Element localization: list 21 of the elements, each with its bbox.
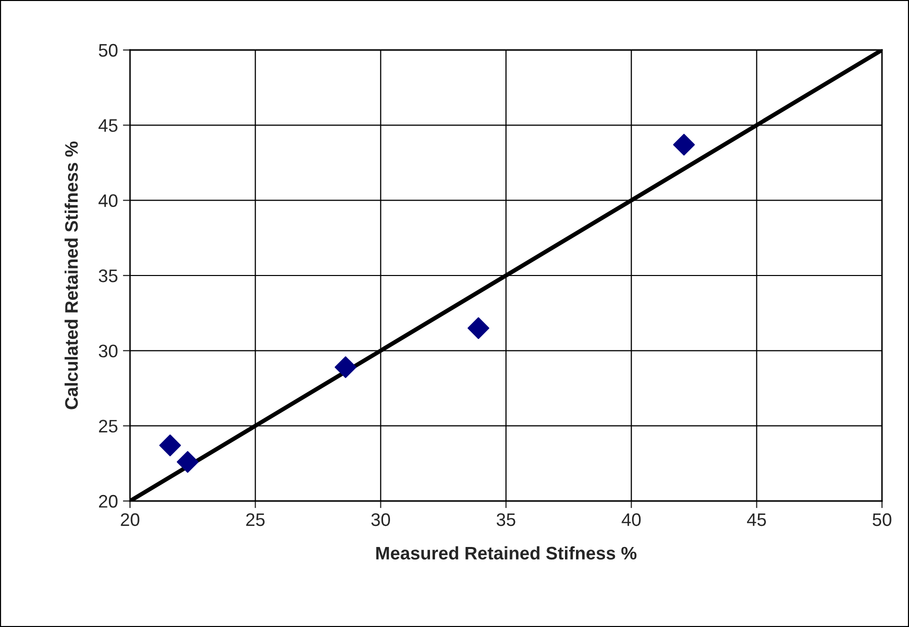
y-tick-label: 40 bbox=[98, 194, 118, 208]
y-axis-title: Calculated Retained Stifness % bbox=[64, 142, 78, 410]
point bbox=[334, 356, 356, 378]
point bbox=[159, 434, 181, 456]
point bbox=[176, 451, 199, 473]
y-tick-label: 25 bbox=[99, 420, 118, 433]
x-tick-label: 45 bbox=[747, 513, 766, 526]
x-axis-title: Measured Retained Stifness % bbox=[376, 546, 636, 560]
x-tick-label: 35 bbox=[496, 513, 516, 526]
x-tick-label: 40 bbox=[622, 513, 641, 526]
x-tick-label: 30 bbox=[371, 513, 390, 526]
y-tick-label: 50 bbox=[98, 44, 118, 57]
y-tick-label: 30 bbox=[98, 344, 118, 358]
x-tick-label: 50 bbox=[872, 513, 892, 526]
y-tick-label: 20 bbox=[99, 494, 118, 508]
x-tick-label: 25 bbox=[246, 513, 265, 526]
y-tick-label: 35 bbox=[98, 269, 118, 282]
point bbox=[468, 317, 490, 339]
x-tick-label: 20 bbox=[120, 513, 140, 526]
point bbox=[673, 134, 695, 156]
y-tick-label: 45 bbox=[98, 119, 118, 132]
